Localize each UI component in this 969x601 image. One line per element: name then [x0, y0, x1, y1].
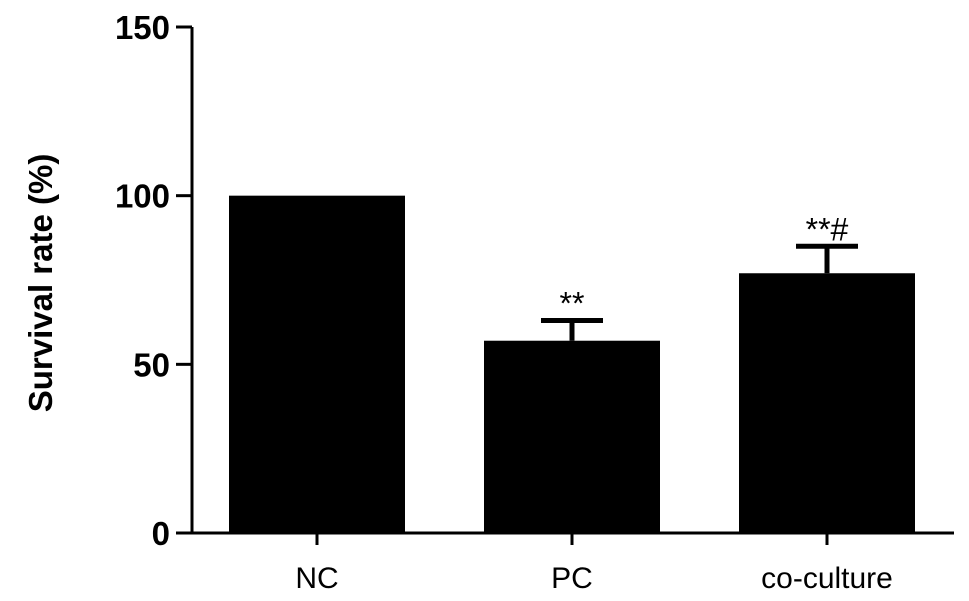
bar-co-culture [739, 273, 915, 533]
error-bars [541, 243, 858, 341]
bar-nc [229, 195, 405, 533]
x-category-label-nc: NC [295, 562, 338, 595]
y-axis-title: Survival rate (%) [22, 154, 59, 413]
x-category-label-pc: PC [551, 562, 593, 595]
y-tick-label: 100 [115, 178, 170, 215]
bar-pc [484, 340, 660, 533]
significance-annotations: ** **# [560, 211, 849, 321]
bars [229, 195, 915, 533]
annotation-co-culture: **# [806, 211, 849, 247]
y-tick-label: 50 [133, 346, 170, 383]
annotation-pc: ** [560, 285, 585, 321]
y-tick-label: 0 [152, 515, 170, 552]
y-ticks: 0 50 100 150 [115, 9, 192, 552]
x-category-label-co-culture: co-culture [761, 562, 893, 595]
category-labels: NC PC co-culture [295, 533, 893, 595]
y-tick-label: 150 [115, 9, 170, 46]
